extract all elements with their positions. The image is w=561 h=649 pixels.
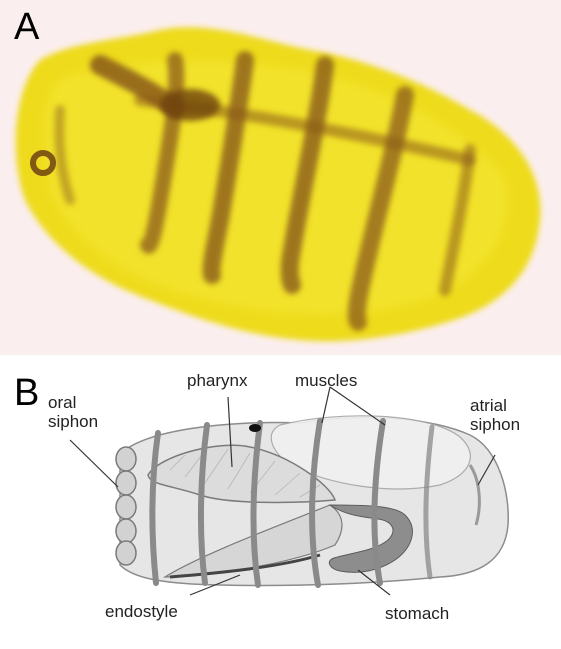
label-oral-siphon: oral siphon [48,393,98,431]
label-oral-siphon-line1: oral [48,393,98,412]
panel-letter-b: B [14,374,39,412]
label-endostyle: endostyle [105,602,178,621]
label-atrial-siphon-line1: atrial [470,396,520,415]
label-muscles: muscles [295,371,357,390]
panel-letter-a: A [14,8,39,46]
dark-patch [160,89,220,121]
label-atrial-siphon: atrial siphon [470,396,520,434]
label-pharynx: pharynx [187,371,247,390]
label-oral-siphon-line2: siphon [48,412,98,431]
label-stomach: stomach [385,604,449,623]
oral-siphon-lobes [116,447,136,565]
ganglion [249,424,261,432]
panel-a-micrograph [0,0,561,355]
label-atrial-siphon-line2: siphon [470,415,520,434]
